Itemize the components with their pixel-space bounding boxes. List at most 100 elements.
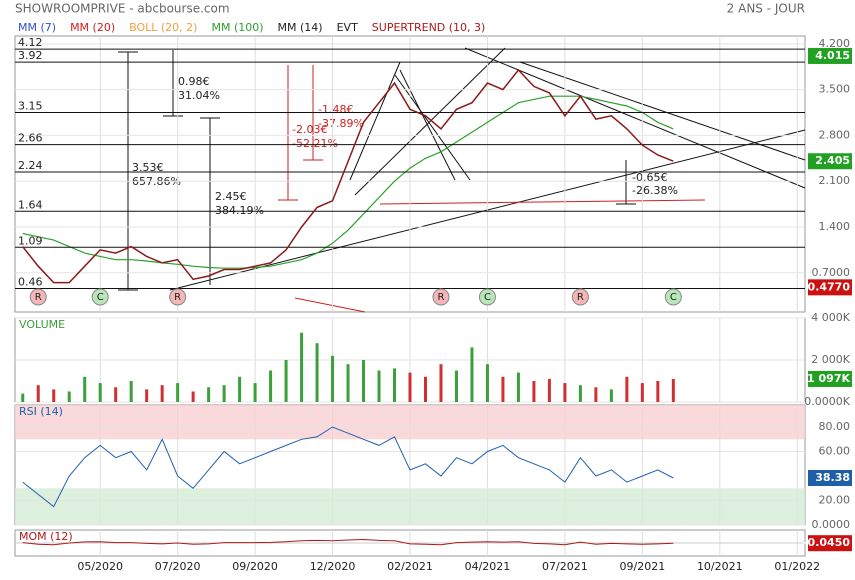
legend-entry: MM (100) (211, 21, 263, 34)
signal-label: C (484, 292, 491, 303)
price-tag-label: 4.015 (815, 49, 850, 62)
annotation-amount: -2.03€ (292, 123, 327, 136)
price-tag (808, 153, 852, 170)
y-tick-label: 0.7000 (812, 266, 851, 279)
trend-line (394, 74, 471, 181)
level-label: 4.12 (18, 36, 43, 49)
y-tick-label: 1.400 (819, 220, 851, 233)
annotation-amount: -1.48€ (318, 103, 353, 116)
annotation-percent: -52.21% (292, 137, 338, 150)
level-label: 2.66 (18, 132, 43, 145)
x-tick-label: 02/2021 (387, 560, 433, 573)
y-tick-label: 3.500 (819, 83, 851, 96)
volume-bar (52, 389, 56, 402)
level-label: 2.24 (18, 159, 43, 172)
value-tag-label: 1 097K (807, 372, 850, 385)
level-label: 1.09 (18, 234, 43, 247)
annotation-percent: 384.19% (215, 204, 264, 217)
chart-title: SHOWROOMPRIVE - abcbourse.com (15, 2, 230, 16)
volume-bar (253, 383, 257, 402)
panel-title: VOLUME (19, 318, 65, 331)
volume-bar (98, 383, 102, 402)
y-tick-label: 80.00 (819, 420, 851, 433)
panel-title: MOM (12) (19, 530, 73, 543)
legend-entry: MM (20) (70, 21, 115, 34)
volume-bar (563, 383, 567, 402)
measure-line (379, 199, 706, 205)
trend-line (354, 47, 506, 196)
volume-bar (21, 393, 25, 402)
trend-line (519, 61, 806, 161)
signal-marker (664, 288, 682, 306)
volume-bar (377, 370, 381, 402)
x-tick-label: 12/2020 (310, 560, 356, 573)
volume-bar (516, 372, 520, 402)
y-tick-label: 0.0000K (804, 395, 850, 408)
legend-entry: EVT (337, 21, 358, 34)
annotation-amount: -0.65€ (632, 171, 667, 184)
price-tag-label: 0.4770 (808, 280, 851, 293)
level-label: 0.46 (18, 275, 43, 288)
signal-label: R (174, 292, 181, 303)
volume-bar (532, 381, 536, 402)
signal-marker (432, 288, 450, 306)
trend-line (399, 69, 456, 181)
volume-bar (83, 376, 87, 402)
indicator-line (22, 426, 674, 508)
x-tick-label: 09/2020 (232, 560, 278, 573)
price-tag-label: 2.405 (815, 154, 850, 167)
volume-bar (129, 381, 133, 402)
volume-bar (269, 370, 273, 402)
volume-bar (331, 355, 335, 402)
volume-bar (362, 360, 366, 402)
volume-bar (222, 385, 226, 402)
volume-bar (470, 347, 474, 402)
value-tag-label: 38.38 (815, 471, 850, 484)
volume-bar (671, 378, 675, 402)
volume-bar (145, 389, 149, 402)
price-tag (808, 279, 852, 296)
y-tick-label: 2.100 (819, 174, 851, 187)
volume-bar (640, 383, 644, 402)
volume-bar (207, 387, 211, 402)
price-tag (808, 47, 852, 64)
y-tick-label: 60.00 (819, 445, 851, 458)
trend-line (464, 47, 806, 189)
annotation-percent: -26.38% (632, 184, 678, 197)
volume-bar (547, 378, 551, 402)
panel-title: RSI (14) (19, 405, 63, 418)
volume-bar (176, 383, 180, 402)
x-tick-label: 07/2020 (155, 560, 201, 573)
legend-entry: MM (14) (278, 21, 323, 34)
legend-entry: SUPERTREND (10, 3) (372, 21, 486, 34)
x-tick-label: 04/2021 (465, 560, 511, 573)
y-tick-label: 4 000K (811, 311, 850, 324)
volume-bar (191, 391, 195, 402)
indicator-line (22, 538, 674, 546)
volume-bar (160, 385, 164, 402)
annotation-percent: -37.89% (318, 117, 364, 130)
volume-bar (315, 343, 319, 402)
signal-marker (91, 288, 109, 306)
volume-bar (609, 389, 613, 402)
x-tick-label: 09/2021 (620, 560, 666, 573)
value-tag (808, 535, 852, 552)
value-tag-label: -0.0450 (803, 536, 850, 549)
annotation-amount: 0.98€ (178, 75, 210, 88)
signal-label: C (670, 292, 677, 303)
value-tag (808, 370, 852, 387)
volume-bar (656, 381, 660, 402)
signal-marker (478, 288, 496, 306)
annotation-amount: 3.53€ (132, 161, 164, 174)
volume-bar (625, 376, 629, 402)
measure-line (294, 297, 366, 313)
volume-bar (408, 372, 412, 402)
signal-marker (29, 288, 47, 306)
signal-label: R (35, 292, 42, 303)
signal-marker (571, 288, 589, 306)
signal-label: R (577, 292, 584, 303)
volume-bar (485, 364, 489, 402)
volume-bar (454, 370, 458, 402)
signal-label: C (97, 292, 104, 303)
